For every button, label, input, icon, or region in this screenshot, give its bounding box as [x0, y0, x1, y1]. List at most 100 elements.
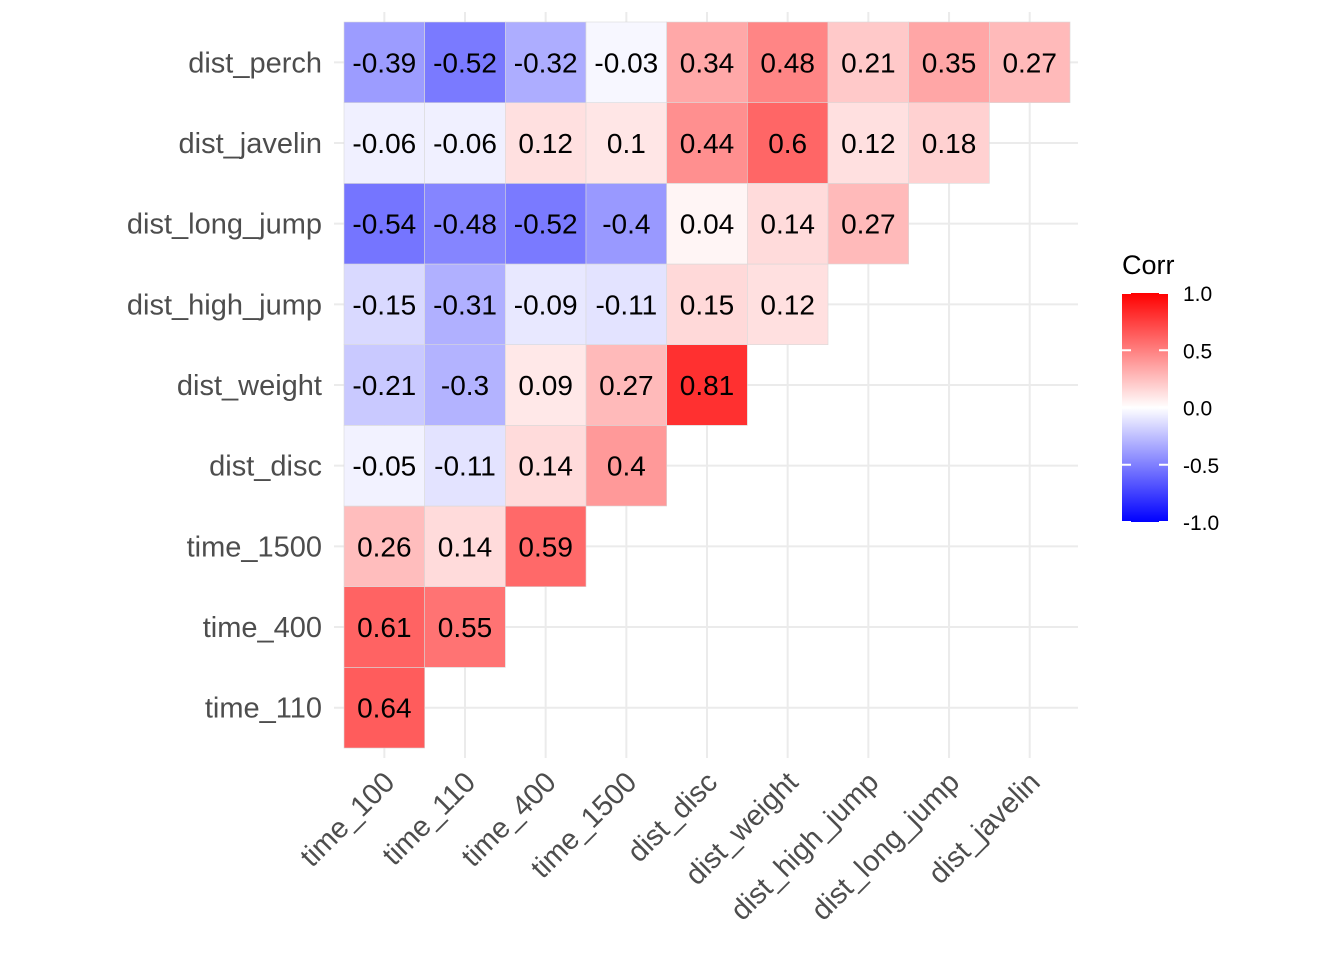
- y-tick-label: dist_weight: [177, 370, 322, 402]
- heatmap-cell: [424, 21, 506, 103]
- heatmap-cell: [908, 102, 990, 184]
- cell-value-label: 0.64: [357, 693, 412, 724]
- cell-value-label: -0.52: [514, 209, 578, 240]
- heatmap-cell: [827, 21, 909, 103]
- heatmap-cell: [424, 263, 506, 345]
- heatmap-cell: [343, 505, 425, 587]
- cell-value-label: 0.14: [438, 531, 493, 562]
- x-axis-tick-labels: time_100time_110time_400time_1500dist_di…: [294, 766, 1046, 927]
- cell-value-label: -0.21: [352, 370, 416, 401]
- heatmap-cell: [666, 102, 748, 184]
- cell-value-label: 0.15: [680, 289, 735, 320]
- cell-value-label: 0.27: [599, 370, 654, 401]
- cell-value-label: 0.27: [1002, 47, 1057, 78]
- heatmap-cell: [666, 344, 748, 426]
- heatmap-cell: [747, 263, 829, 345]
- cell-value-label: 0.14: [760, 209, 815, 240]
- heatmap-cell: [585, 21, 667, 103]
- color-legend: Corr 1.0 0.5 0.0 -0.5 -1.0: [1122, 250, 1219, 535]
- y-tick-label: dist_long_jump: [127, 209, 322, 241]
- cell-value-label: 0.21: [841, 47, 896, 78]
- cell-value-label: -0.15: [352, 289, 416, 320]
- cell-value-label: -0.54: [352, 209, 416, 240]
- heatmap-cell: [343, 263, 425, 345]
- heatmap-cell: [343, 425, 425, 507]
- heatmap-cell: [505, 505, 587, 587]
- cell-value-label: -0.06: [352, 128, 416, 159]
- heatmap-cell: [666, 183, 748, 265]
- heatmap-cell: [585, 263, 667, 345]
- cell-value-label: -0.11: [434, 451, 496, 482]
- heatmap-cell: [505, 21, 587, 103]
- y-tick-label: time_400: [203, 612, 322, 644]
- cell-value-labels: 0.64 0.61 0.55 0.26 0.14 0.59 -0.05 -0.11 0.14 0.…: [352, 47, 1057, 723]
- cell-value-label: -0.05: [352, 451, 416, 482]
- cell-value-label: 0.34: [680, 47, 735, 78]
- cell-value-label: 0.09: [518, 370, 573, 401]
- cell-value-label: -0.32: [514, 47, 578, 78]
- cell-value-label: -0.03: [594, 47, 658, 78]
- cell-value-label: -0.11: [595, 289, 657, 320]
- cell-value-label: 0.27: [841, 209, 896, 240]
- cell-value-label: 0.48: [760, 47, 815, 78]
- cell-value-label: 0.26: [357, 531, 412, 562]
- cell-value-label: 0.12: [518, 128, 573, 159]
- heatmap-cell: [747, 102, 829, 184]
- y-tick-label: time_110: [205, 693, 322, 725]
- heatmap-cells: [343, 21, 1071, 749]
- x-tick-label: dist_high_jump: [725, 766, 886, 927]
- heatmap-cell: [585, 344, 667, 426]
- y-tick-label: dist_disc: [209, 451, 322, 483]
- heatmap-cell: [747, 183, 829, 265]
- legend-title: Corr: [1122, 250, 1175, 280]
- cell-value-label: 0.44: [680, 128, 735, 159]
- heatmap-cell: [585, 102, 667, 184]
- legend-tick-label: -1.0: [1183, 512, 1219, 535]
- cell-value-label: 0.81: [680, 370, 735, 401]
- cell-value-label: -0.3: [441, 370, 489, 401]
- cell-value-label: 0.59: [518, 531, 573, 562]
- cell-value-label: 0.18: [922, 128, 977, 159]
- heatmap-cell: [505, 102, 587, 184]
- cell-value-label: -0.48: [433, 209, 497, 240]
- heatmap-cell: [585, 183, 667, 265]
- heatmap-cell: [989, 21, 1071, 103]
- cell-value-label: -0.09: [514, 289, 578, 320]
- cell-value-label: -0.39: [352, 47, 416, 78]
- heatmap-cell: [343, 344, 425, 426]
- heatmap-cell: [424, 183, 506, 265]
- cell-value-label: -0.4: [602, 209, 650, 240]
- y-tick-label: dist_javelin: [179, 128, 322, 160]
- heatmap-cell: [424, 344, 506, 426]
- cell-value-label: -0.31: [433, 289, 497, 320]
- cell-value-label: 0.35: [922, 47, 977, 78]
- cell-value-label: 0.1: [607, 128, 646, 159]
- heatmap-cell: [505, 263, 587, 345]
- cell-value-label: 0.12: [841, 128, 896, 159]
- cell-value-label: -0.06: [433, 128, 497, 159]
- x-tick-label: dist_long_jump: [805, 766, 966, 927]
- heatmap-cell: [343, 102, 425, 184]
- heatmap-cell: [666, 263, 748, 345]
- y-axis-tick-labels: time_110 time_400 time_1500 dist_disc dist_w…: [127, 47, 322, 724]
- legend-tick-label: 0.0: [1183, 398, 1212, 421]
- cell-value-label: 0.12: [760, 289, 815, 320]
- heatmap-cell: [424, 425, 506, 507]
- heatmap-cell: [908, 21, 990, 103]
- heatmap-cell: [747, 21, 829, 103]
- cell-value-label: 0.4: [607, 451, 646, 482]
- cell-value-label: 0.61: [357, 612, 412, 643]
- cell-value-label: 0.6: [768, 128, 807, 159]
- heatmap-cell: [424, 102, 506, 184]
- y-tick-label: dist_perch: [188, 47, 322, 79]
- legend-tick-label: 1.0: [1183, 283, 1212, 306]
- cell-value-label: 0.04: [680, 209, 735, 240]
- heatmap-cell: [827, 183, 909, 265]
- heatmap-cell: [505, 344, 587, 426]
- cell-value-label: 0.55: [438, 612, 493, 643]
- heatmap-cell: [585, 425, 667, 507]
- heatmap-cell: [343, 183, 425, 265]
- heatmap-cell: [505, 183, 587, 265]
- cell-value-label: 0.14: [518, 451, 573, 482]
